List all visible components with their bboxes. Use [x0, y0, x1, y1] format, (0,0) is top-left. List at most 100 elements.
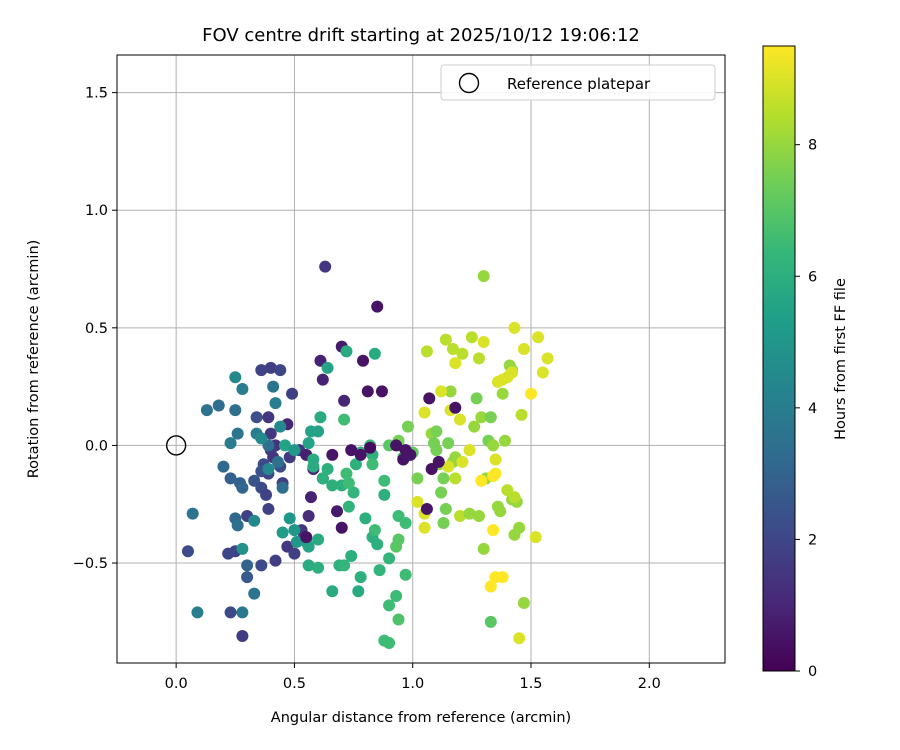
data-point [321, 361, 334, 374]
data-point [449, 472, 462, 485]
data-point [442, 460, 455, 473]
data-point [290, 535, 303, 548]
data-point [345, 444, 358, 457]
y-tick-label: 0.5 [85, 321, 108, 337]
data-point [326, 585, 339, 598]
data-point [283, 512, 296, 525]
legend-label: Reference platepar [507, 75, 651, 93]
data-point [286, 387, 299, 400]
data-point [224, 606, 237, 619]
data-point [248, 587, 261, 600]
data-point [359, 512, 372, 525]
data-point [326, 448, 339, 461]
x-axis-ticks: 0.0 0.5 1.0 1.5 2.0 [165, 663, 661, 692]
data-point [264, 427, 277, 440]
data-point [357, 354, 370, 367]
data-point [477, 542, 490, 555]
data-point [378, 488, 391, 501]
colorbar [762, 45, 796, 672]
data-point [423, 392, 436, 405]
data-point [241, 571, 254, 584]
data-point [390, 439, 403, 452]
data-point [191, 606, 204, 619]
data-point [449, 357, 462, 370]
data-point [418, 406, 431, 419]
data-point [345, 549, 358, 562]
data-point [475, 411, 488, 424]
data-point [477, 270, 490, 283]
data-point [472, 352, 485, 365]
data-point [302, 540, 315, 553]
data-point [312, 425, 325, 438]
data-point [262, 411, 275, 424]
data-point [222, 547, 235, 560]
data-point [498, 434, 511, 447]
data-point [276, 526, 289, 539]
data-point [484, 580, 497, 593]
data-point [487, 524, 500, 537]
data-point [456, 347, 469, 360]
data-point [342, 500, 355, 513]
data-point [435, 385, 448, 398]
data-point [399, 517, 412, 530]
data-point [411, 495, 424, 508]
x-axis-label: Angular distance from reference (arcmin) [271, 710, 571, 726]
data-point [432, 455, 445, 468]
data-point [472, 509, 485, 522]
data-point [489, 453, 502, 466]
data-point [454, 413, 467, 426]
data-point [349, 458, 362, 471]
data-point [465, 331, 478, 344]
data-point [316, 472, 329, 485]
data-point [454, 509, 467, 522]
y-axis-ticks: −0.5 0.0 0.5 1.0 1.5 [73, 86, 117, 572]
data-point [236, 481, 249, 494]
legend-reference-marker [458, 72, 480, 94]
y-tick-label: 1.0 [85, 203, 108, 219]
y-axis-label: Rotation from reference (arcmin) [26, 240, 42, 479]
data-point [420, 502, 433, 515]
data-point [340, 467, 353, 480]
data-point [354, 571, 367, 584]
data-point [262, 502, 275, 515]
data-point [288, 444, 301, 457]
data-point [399, 444, 412, 457]
data-point [331, 505, 344, 518]
x-tick-label: 0.0 [165, 676, 188, 692]
data-point [262, 462, 275, 475]
data-point [430, 425, 443, 438]
data-point [354, 448, 367, 461]
data-point [378, 474, 391, 487]
data-point [347, 486, 360, 499]
y-tick-label: 1.5 [85, 86, 108, 102]
data-point [392, 613, 405, 626]
legend: Reference platepar [440, 64, 716, 101]
data-point [217, 460, 230, 473]
colorbar-tick-label: 4 [808, 401, 817, 417]
data-point [236, 629, 249, 642]
x-tick-label: 2.0 [638, 676, 661, 692]
data-point [304, 491, 317, 504]
data-point [430, 444, 443, 457]
x-tick-label: 1.0 [401, 676, 424, 692]
data-point [418, 521, 431, 534]
data-point [437, 517, 450, 530]
data-point [274, 364, 287, 377]
data-point [494, 505, 507, 518]
data-point [269, 397, 282, 410]
colorbar-label: Hours from first FF file [833, 278, 849, 440]
x-tick-label: 1.5 [519, 676, 542, 692]
data-point [368, 524, 381, 537]
data-point [373, 564, 386, 577]
data-point [449, 401, 462, 414]
data-point [435, 486, 448, 499]
data-point [368, 347, 381, 360]
data-point [508, 528, 521, 541]
colorbar-tick-label: 6 [808, 269, 817, 285]
data-point [200, 404, 213, 417]
scatter-points [165, 260, 554, 650]
data-point [338, 559, 351, 572]
data-point [302, 559, 315, 572]
data-point [267, 380, 280, 393]
